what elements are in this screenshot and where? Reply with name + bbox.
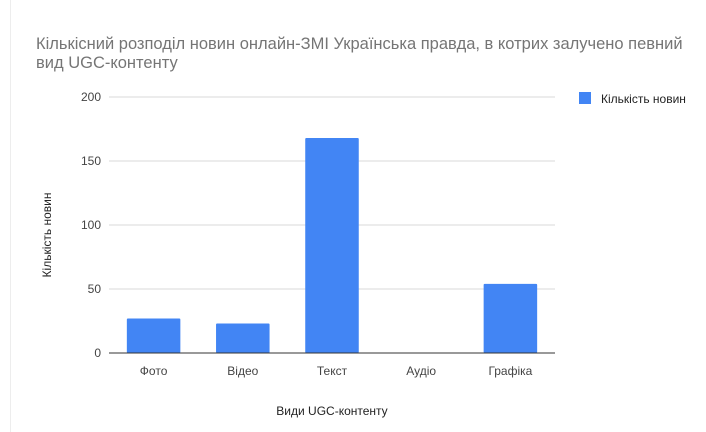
x-tick-label: Відео bbox=[227, 364, 258, 378]
y-tick-label: 100 bbox=[81, 218, 101, 232]
y-axis-title: Кількість новин bbox=[40, 193, 54, 278]
y-tick-label: 0 bbox=[94, 346, 101, 360]
x-axis-title: Види UGC-контенту bbox=[276, 404, 387, 418]
x-tick-label: Фото bbox=[140, 364, 168, 378]
bar-5 bbox=[483, 283, 538, 353]
bar-1 bbox=[126, 318, 181, 353]
bars bbox=[126, 137, 538, 353]
y-tick-label: 200 bbox=[81, 90, 101, 104]
x-tick-label: Аудіо bbox=[406, 364, 436, 378]
legend-label: Кількість новин bbox=[601, 92, 686, 106]
chart-title: Кількісний розподіл новин онлайн-ЗМІ Укр… bbox=[36, 35, 683, 72]
y-axis-ticks: 0 50 100 150 200 bbox=[81, 90, 101, 360]
y-tick-label: 150 bbox=[81, 154, 101, 168]
legend-swatch bbox=[579, 92, 591, 104]
bar-2 bbox=[216, 323, 270, 353]
legend: Кількість новин bbox=[579, 92, 686, 106]
bar-3 bbox=[305, 137, 359, 353]
y-tick-label: 50 bbox=[88, 282, 102, 296]
x-axis-ticks: Фото Відео Текст Аудіо Графіка bbox=[140, 364, 533, 378]
x-tick-label: Текст bbox=[317, 364, 348, 378]
panel-edge bbox=[10, 0, 11, 432]
x-tick-label: Графіка bbox=[488, 364, 532, 378]
